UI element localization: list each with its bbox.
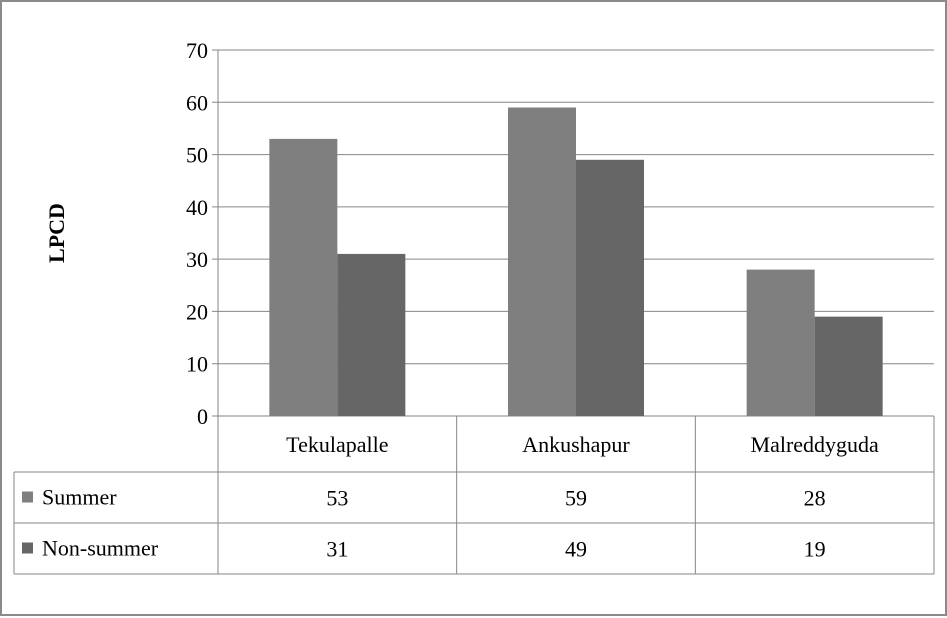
y-tick-label: 40 — [186, 195, 208, 220]
data-label: 59 — [565, 486, 587, 511]
bar-summer-malreddyguda — [746, 269, 815, 416]
y-axis-label: LPCD — [44, 203, 69, 263]
legend-key-non-summer — [22, 542, 33, 554]
data-label: 19 — [804, 537, 826, 562]
x-tick-label: Tekulapalle — [286, 432, 388, 457]
data-label: 53 — [326, 486, 348, 511]
x-tick-label: Malreddyguda — [751, 432, 880, 457]
bars — [269, 107, 883, 417]
x-tick-label: Ankushapur — [522, 432, 630, 457]
legend-key-summer — [22, 491, 33, 503]
data-label: 31 — [326, 537, 348, 562]
y-tick-label: 10 — [186, 352, 208, 377]
y-axis: 0 10 20 30 40 50 60 70 — [186, 38, 219, 429]
data-label: 49 — [565, 537, 587, 562]
y-tick-label: 0 — [197, 404, 208, 429]
y-tick-label: 50 — [186, 143, 208, 168]
bar-non-summer-malreddyguda — [814, 316, 883, 416]
y-tick-label: 20 — [186, 299, 208, 324]
bar-non-summer-tekulapalle — [337, 253, 406, 416]
data-table: Tekulapalle Ankushapur Malreddyguda Summer 5… — [13, 416, 935, 575]
legend-label: Summer — [42, 485, 117, 510]
bar-summer-ankushapur — [508, 107, 576, 416]
data-label: 28 — [804, 486, 826, 511]
bar-non-summer-ankushapur — [576, 159, 644, 417]
y-tick-label: 70 — [186, 38, 208, 63]
legend-label: Non-summer — [42, 536, 159, 561]
y-tick-label: 60 — [186, 90, 208, 115]
y-tick-label: 30 — [186, 247, 208, 272]
bar-summer-tekulapalle — [269, 138, 338, 416]
